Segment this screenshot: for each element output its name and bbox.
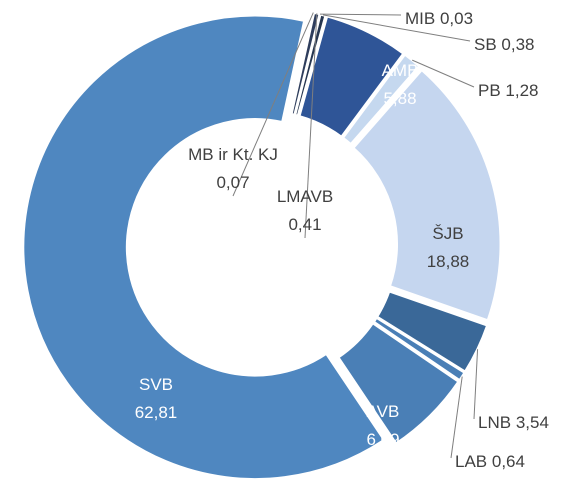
data-label: LMAVB 0,41 (277, 187, 333, 234)
leader-line (450, 376, 463, 459)
label-name: ŠJB (432, 224, 463, 243)
data-label: ŠJB 18,88 (427, 224, 470, 271)
label-value: 18,88 (427, 252, 470, 271)
data-label: SVB 62,81 (135, 375, 178, 422)
label-value: 0,07 (216, 173, 249, 192)
label-value: 0,41 (288, 215, 321, 234)
label-name: PB (478, 81, 501, 100)
leader-line (304, 13, 318, 239)
data-label: MB ir Kt. KJ 0,07 (188, 145, 278, 192)
data-label: SB 0,38 (474, 35, 535, 54)
label-name: LNB (478, 413, 511, 432)
slice (297, 14, 406, 139)
label-name: LAB (455, 452, 487, 471)
slice (351, 68, 503, 323)
label-value: 0,64 (492, 452, 525, 471)
data-label: LAB 0,64 (455, 452, 525, 471)
label-value: 6,09 (366, 430, 399, 449)
slice (371, 315, 467, 383)
slice (341, 52, 422, 147)
label-name: SB (474, 35, 497, 54)
label-name: MIB (405, 9, 435, 28)
label-value: 0,38 (501, 35, 534, 54)
data-label: AVB 6,09 (366, 402, 399, 449)
label-value: 62,81 (135, 403, 178, 422)
slice (289, 11, 322, 117)
data-label: PB 1,28 (478, 81, 539, 100)
leader-line (232, 12, 314, 197)
label-name: MB ir Kt. KJ (188, 145, 278, 164)
label-value: 0,03 (440, 9, 473, 28)
leader-line (412, 59, 475, 88)
label-name: SVB (139, 375, 173, 394)
leader-line (320, 13, 402, 16)
label-value: 1,28 (505, 81, 538, 100)
slice (336, 321, 461, 446)
leader-line (473, 349, 479, 420)
data-label: MIB 0,03 (405, 9, 473, 28)
label-value: 5,88 (383, 89, 416, 108)
label-name: AVB (367, 402, 400, 421)
leader-line (322, 14, 471, 42)
label-value: 3,54 (516, 413, 549, 432)
slice (21, 14, 386, 481)
data-label: AMB 5,88 (382, 61, 419, 108)
label-name: LMAVB (277, 187, 333, 206)
data-label: LNB 3,54 (478, 413, 549, 432)
label-name: AMB (382, 61, 419, 80)
